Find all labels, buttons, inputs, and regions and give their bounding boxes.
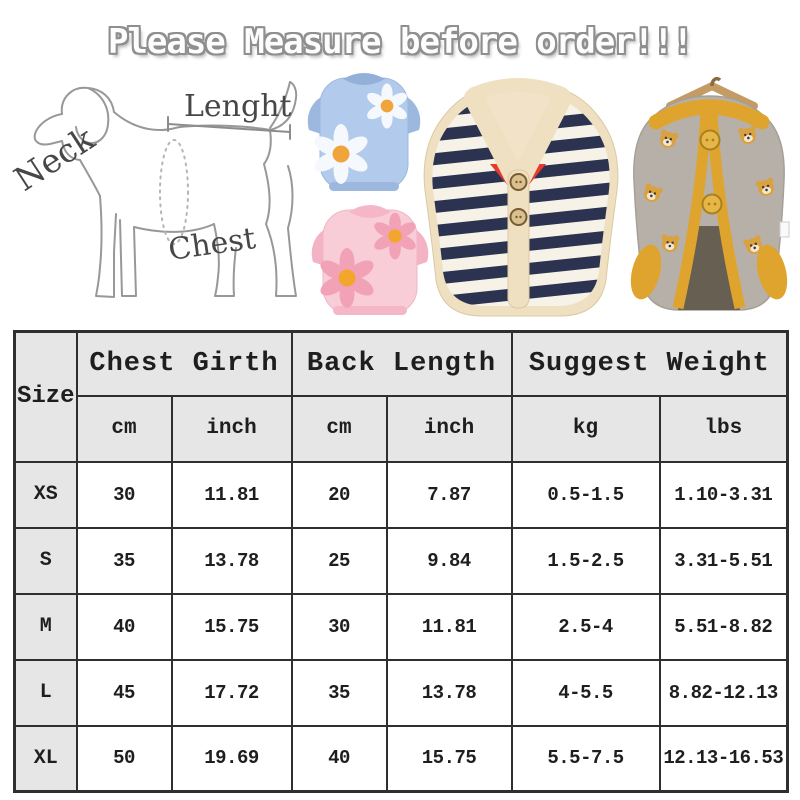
col-header-suggest-weight: Suggest Weight [510,330,789,397]
chest-inch-cell: 19.69 [170,724,293,793]
dog-measurement-diagram: Lenght Neck Chest [7,81,298,298]
bear-cardigan-photo [630,76,790,311]
chest-cm-cell: 40 [75,592,173,661]
chest-cm-cell: 45 [75,658,173,727]
cardigan-buttons [509,173,528,226]
weight-lbs-cell: 1.10-3.31 [658,460,789,529]
back-inch-cell: 11.81 [385,592,513,661]
size-row-xs: XS 30 11.81 20 7.87 0.5-1.5 1.10-3.31 [13,460,789,529]
col-header-size: Size [13,330,78,463]
weight-lbs-cell: 3.31-5.51 [658,526,789,595]
weight-kg-cell: 4-5.5 [510,658,661,727]
page-title: Please Measure before order!!! [107,22,693,62]
size-cell: L [13,658,78,727]
unit-back-cm: cm [290,394,388,463]
weight-kg-cell: 0.5-1.5 [510,460,661,529]
unit-chest-cm: cm [75,394,173,463]
unit-back-inch: inch [385,394,513,463]
col-header-chest-girth: Chest Girth [75,330,293,397]
unit-weight-kg: kg [510,394,661,463]
weight-lbs-cell: 12.13-16.53 [658,724,789,793]
unit-weight-lbs: lbs [658,394,789,463]
size-cell: XL [13,724,78,793]
size-table: Size Chest Girth Back Length Suggest Wei… [13,330,790,793]
chest-cm-cell: 30 [75,460,173,529]
weight-kg-cell: 1.5-2.5 [510,526,661,595]
size-cell: XS [13,460,78,529]
back-inch-cell: 9.84 [385,526,513,595]
size-row-xl: XL 50 19.69 40 15.75 5.5-7.5 12.13-16.53 [13,724,789,793]
back-inch-cell: 13.78 [385,658,513,727]
size-cell: M [13,592,78,661]
blue-flower-sweater-photo [307,71,421,191]
back-cm-cell: 40 [290,724,388,793]
chest-cm-cell: 35 [75,526,173,595]
chest-cm-cell: 50 [75,724,173,793]
back-inch-cell: 7.87 [385,460,513,529]
chest-inch-cell: 13.78 [170,526,293,595]
back-cm-cell: 30 [290,592,388,661]
back-cm-cell: 25 [290,526,388,595]
size-row-l: L 45 17.72 35 13.78 4-5.5 8.82-12.13 [13,658,789,727]
col-header-back-length: Back Length [290,330,513,397]
back-cm-cell: 35 [290,658,388,727]
unit-chest-inch: inch [170,394,293,463]
size-tag [779,221,790,238]
chest-inch-cell: 15.75 [170,592,293,661]
chest-inch-cell: 11.81 [170,460,293,529]
length-label: Lenght [184,89,292,124]
weight-kg-cell: 2.5-4 [510,592,661,661]
size-row-s: S 35 13.78 25 9.84 1.5-2.5 3.31-5.51 [13,526,789,595]
size-row-m: M 40 15.75 30 11.81 2.5-4 5.51-8.82 [13,592,789,661]
back-inch-cell: 15.75 [385,724,513,793]
weight-lbs-cell: 5.51-8.82 [658,592,789,661]
neck-label: Neck [7,118,102,199]
weight-lbs-cell: 8.82-12.13 [658,658,789,727]
chest-inch-cell: 17.72 [170,658,293,727]
back-cm-cell: 20 [290,460,388,529]
pink-flower-sweater-photo [311,203,429,315]
striped-cardigan-photo [423,78,619,317]
size-cell: S [13,526,78,595]
weight-kg-cell: 5.5-7.5 [510,724,661,793]
chest-label: Chest [166,221,258,268]
